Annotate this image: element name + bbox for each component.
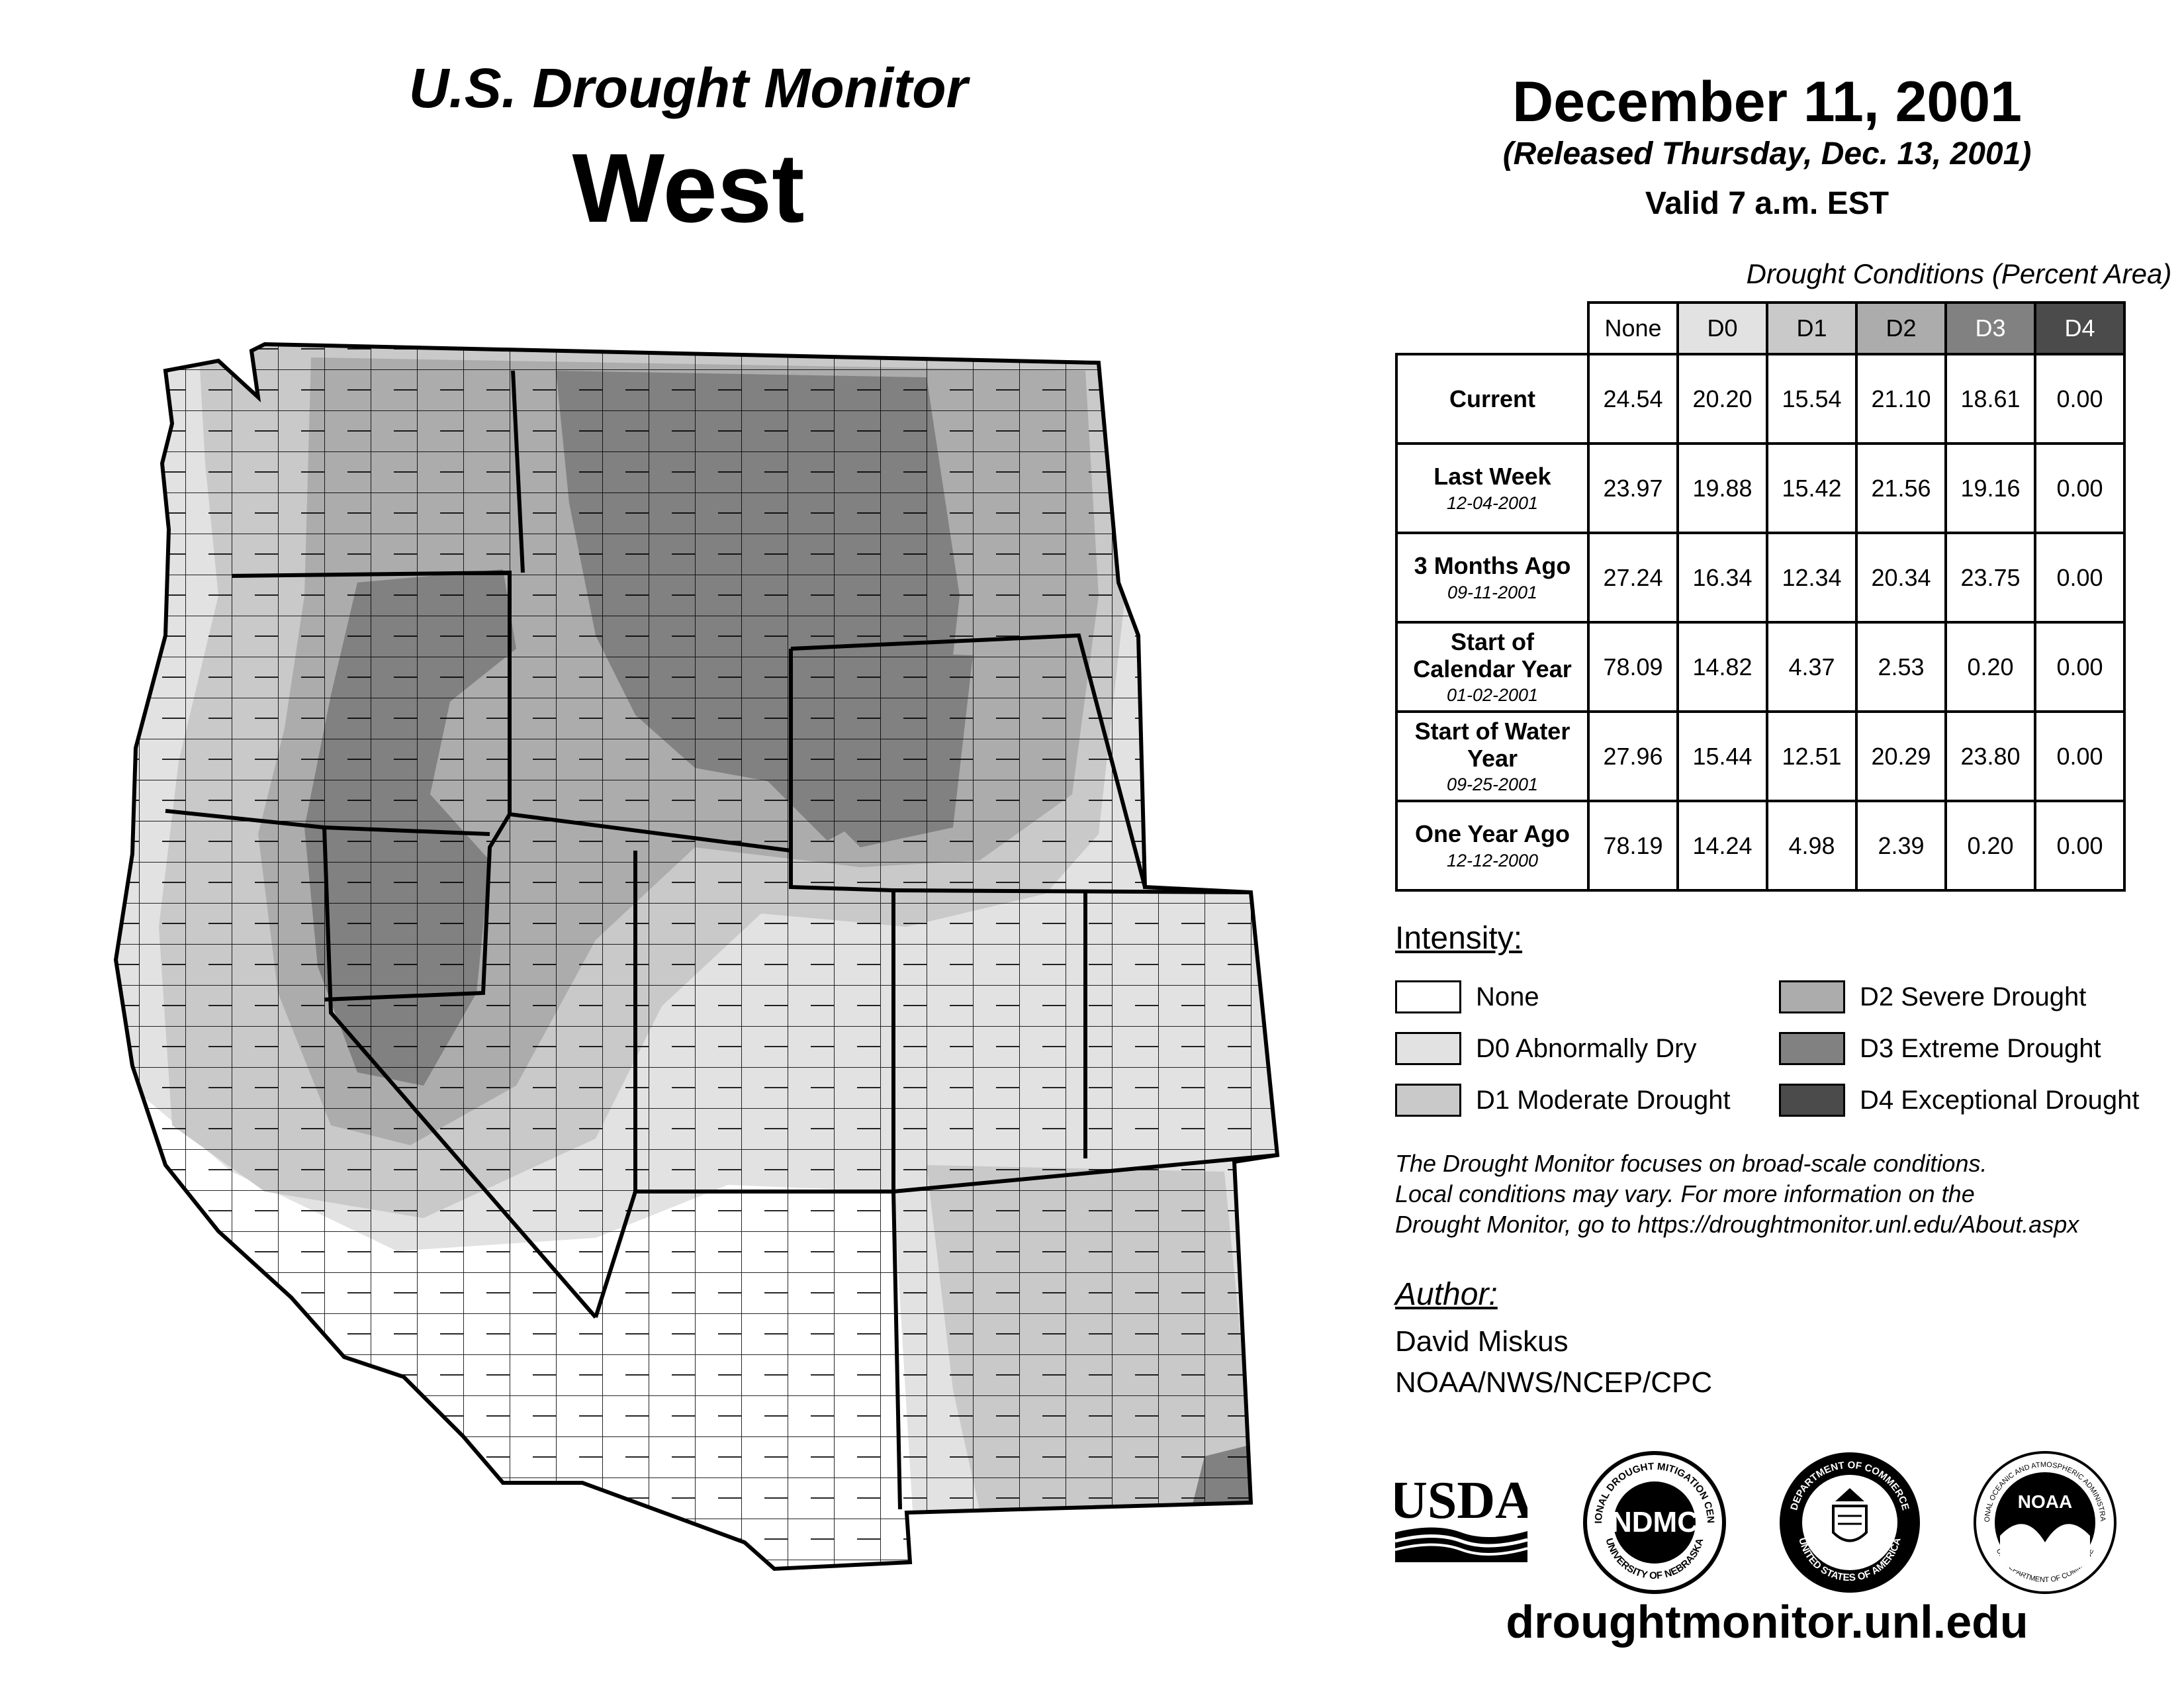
legend-item-d4: D4 Exceptional Drought [1779,1082,2139,1119]
table-cell: 23.75 [1944,532,2036,624]
table-cell: 27.24 [1587,532,1679,624]
column-header-d3: D3 [1944,301,2036,355]
table-cell: 23.97 [1587,442,1679,534]
column-header-d2: D2 [1855,301,1947,355]
table-cell: 0.00 [2034,532,2126,624]
drought-map [113,342,1280,1571]
legend-label: D0 Abnormally Dry [1476,1033,1697,1063]
table-cell: 15.54 [1766,353,1858,445]
legend-swatch [1395,1032,1461,1065]
table-cell: 21.10 [1855,353,1947,445]
table-cell: 20.20 [1676,353,1768,445]
legend-swatch [1779,980,1845,1013]
table-cell: 12.34 [1766,532,1858,624]
usda-logo: USDA [1395,1472,1527,1562]
legend-item-d1: D1 Moderate Drought [1395,1082,1731,1119]
table-cell: 20.29 [1855,710,1947,802]
release-date: (Released Thursday, Dec. 13, 2001) [1502,136,2032,171]
legend-label: D3 Extreme Drought [1860,1033,2101,1063]
legend-swatch [1779,1084,1845,1117]
table-cell: 16.34 [1676,532,1768,624]
row-label: Start of Calendar Year 01-02-2001 [1395,621,1590,713]
column-header-d0: D0 [1676,301,1768,355]
author-heading: Author: [1395,1277,1498,1312]
noaa-logo: NATIONAL OCEANIC AND ATMOSPHERIC ADMINIS… [1972,1450,2116,1594]
legend-item-d2: D2 Severe Drought [1779,978,2086,1015]
table-header-row: None D0 D1 D2 D3 D4 [1396,301,2126,355]
legend-label: None [1476,982,1539,1011]
svg-text:NOAA: NOAA [2018,1491,2072,1512]
table-cell: 21.56 [1855,442,1947,534]
disclaimer-note: The Drought Monitor focuses on broad-sca… [1395,1150,2079,1239]
svg-text:NDMC: NDMC [1611,1506,1698,1538]
table-cell: 23.80 [1944,710,2036,802]
table-row: One Year Ago 12-12-2000 78.19 14.24 4.98 … [1395,800,2126,892]
table-cell: 19.88 [1676,442,1768,534]
row-label: One Year Ago 12-12-2000 [1395,800,1590,892]
table-cell: 4.37 [1766,621,1858,713]
row-label: Start of Water Year 09-25-2001 [1395,710,1590,802]
table-cell: 0.00 [2034,621,2126,713]
legend-swatch [1395,980,1461,1013]
region-title: West [572,134,805,243]
table-cell: 27.96 [1587,710,1679,802]
legend-label: D1 Moderate Drought [1476,1085,1731,1115]
commerce-seal: DEPARTMENT OF COMMERCE UNITED STATES OF … [1780,1452,1920,1593]
legend-item-d3: D3 Extreme Drought [1779,1030,2101,1067]
drought-conditions-table: None D0 D1 D2 D3 D4 Current 24.54 20.20 … [1395,301,2126,892]
state-borders [165,370,1278,1510]
table-row: Start of Calendar Year 01-02-2001 78.09 1… [1395,621,2126,713]
table-cell: 14.24 [1676,800,1768,892]
table-cell: 2.53 [1855,621,1947,713]
row-label: 3 Months Ago 09-11-2001 [1395,532,1590,624]
map-date: December 11, 2001 [1512,70,2022,134]
table-cell: 14.82 [1676,621,1768,713]
table-cell: 19.16 [1944,442,2036,534]
table-cell: 0.00 [2034,800,2126,892]
legend-title: Intensity: [1395,921,1523,956]
legend-item-d0: D0 Abnormally Dry [1395,1030,1696,1067]
row-label: Last Week 12-04-2001 [1395,442,1590,534]
svg-text:USDA: USDA [1395,1472,1527,1530]
column-header-d4: D4 [2034,301,2126,355]
table-row: 3 Months Ago 09-11-2001 27.24 16.34 12.34… [1395,532,2126,624]
table-row: Start of Water Year 09-25-2001 27.96 15.4… [1395,710,2126,802]
table-cell: 4.98 [1766,800,1858,892]
valid-time: Valid 7 a.m. EST [1645,186,1889,221]
table-cell: 15.44 [1676,710,1768,802]
table-cell: 12.51 [1766,710,1858,802]
column-header-none: None [1587,301,1679,355]
column-header-d1: D1 [1766,301,1858,355]
map-title: U.S. Drought Monitor [408,57,968,119]
author-name: David Miskus [1395,1325,1569,1358]
ndmc-logo: NATIONAL DROUGHT MITIGATION CENTER UNIVE… [1582,1450,1726,1594]
table-corner [1396,303,1588,355]
website-url[interactable]: droughtmonitor.unl.edu [1506,1596,2028,1648]
row-label: Current [1395,353,1590,445]
table-cell: 18.61 [1944,353,2036,445]
table-row: Current 24.54 20.20 15.54 21.10 18.61 0.… [1395,353,2126,445]
table-cell: 78.09 [1587,621,1679,713]
table-cell: 0.00 [2034,353,2126,445]
table-cell: 0.00 [2034,710,2126,802]
table-cell: 15.42 [1766,442,1858,534]
table-cell: 20.34 [1855,532,1947,624]
table-cell: 24.54 [1587,353,1679,445]
table-cell: 0.20 [1944,800,2036,892]
legend-swatch [1395,1084,1461,1117]
table-row: Last Week 12-04-2001 23.97 19.88 15.42 21… [1395,442,2126,534]
table-cell: 2.39 [1855,800,1947,892]
table-cell: 0.00 [2034,442,2126,534]
table-caption: Drought Conditions (Percent Area) [1746,258,2172,289]
table-cell: 0.20 [1944,621,2036,713]
legend-label: D4 Exceptional Drought [1860,1085,2140,1115]
author-org: NOAA/NWS/NCEP/CPC [1395,1366,1713,1399]
legend-swatch [1779,1032,1845,1065]
legend-item-none: None [1395,978,1539,1015]
table-cell: 78.19 [1587,800,1679,892]
legend-label: D2 Severe Drought [1860,982,2087,1011]
author-info: David Miskus NOAA/NWS/NCEP/CPC [1395,1321,1712,1403]
